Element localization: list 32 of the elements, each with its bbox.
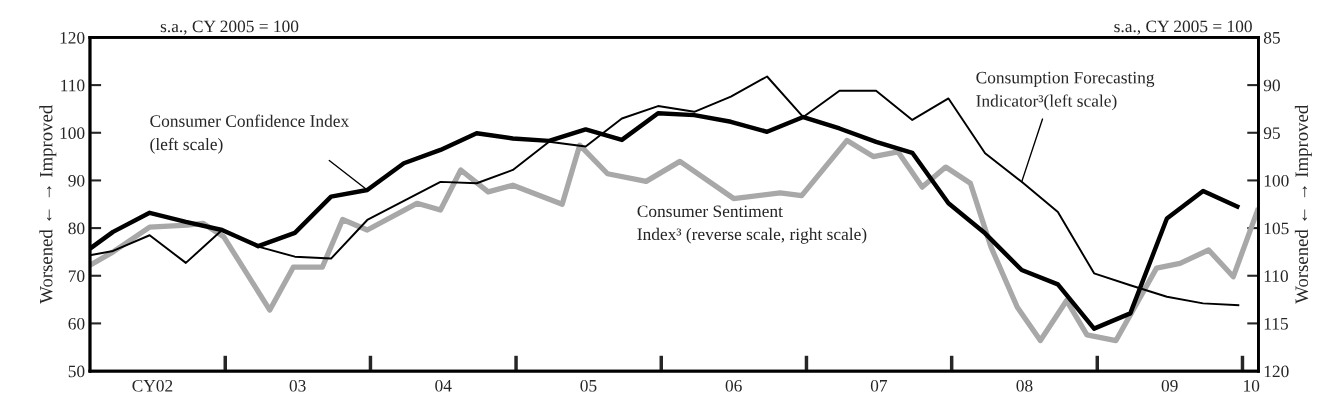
x-tick-label: 05 <box>580 379 597 392</box>
x-tick-label: 07 <box>870 379 888 392</box>
series-label: Consumer Sentiment Index³ (reverse scale, right scale) <box>637 205 867 244</box>
y-tick-label: 100 <box>60 127 85 139</box>
x-tick-label: 03 <box>289 379 306 392</box>
x-tick-label: 10 <box>1244 379 1260 392</box>
text: s.a., CY 2005 = 100 <box>1114 20 1252 35</box>
y2-axis-title: Worsened ← → Improved <box>1294 105 1312 304</box>
y-tick-label: 120 <box>60 31 85 44</box>
y2-tick-label: 90 <box>1263 79 1280 92</box>
x-tick-label: 04 <box>435 379 452 392</box>
y2-tick-label: 120 <box>1264 365 1289 378</box>
x-tick-label: 06 <box>725 379 742 392</box>
x-tick-label: 08 <box>1016 379 1033 392</box>
y-axis-title: Worsened ← → Improved <box>39 105 57 304</box>
x-tick-label: 09 <box>1161 379 1178 392</box>
y2-tick-label: 100 <box>1264 174 1289 187</box>
y-tick-label: 110 <box>61 79 85 92</box>
text: s.a., CY 2005 = 100 <box>160 20 299 35</box>
series-label: Consumption Forecasting Indicator³(left scale) <box>976 71 1155 111</box>
y-tick-label: 50 <box>68 365 85 378</box>
text: Consumer Confidence Index (left scale) <box>150 114 349 154</box>
x-tick-label: CY02 <box>132 379 173 392</box>
y2-tick-label: 115 <box>1264 317 1288 330</box>
y-tick-label: 60 <box>68 317 85 330</box>
y-tick-label: 80 <box>68 222 85 235</box>
y2-tick-label: 85 <box>1263 31 1280 44</box>
y2-tick-label: 95 <box>1263 127 1280 139</box>
y-tick-label: 90 <box>68 174 85 187</box>
y-tick-label: 70 <box>68 270 85 282</box>
y2-tick-label: 105 <box>1264 222 1289 235</box>
y2-tick-label: 110 <box>1264 270 1288 282</box>
